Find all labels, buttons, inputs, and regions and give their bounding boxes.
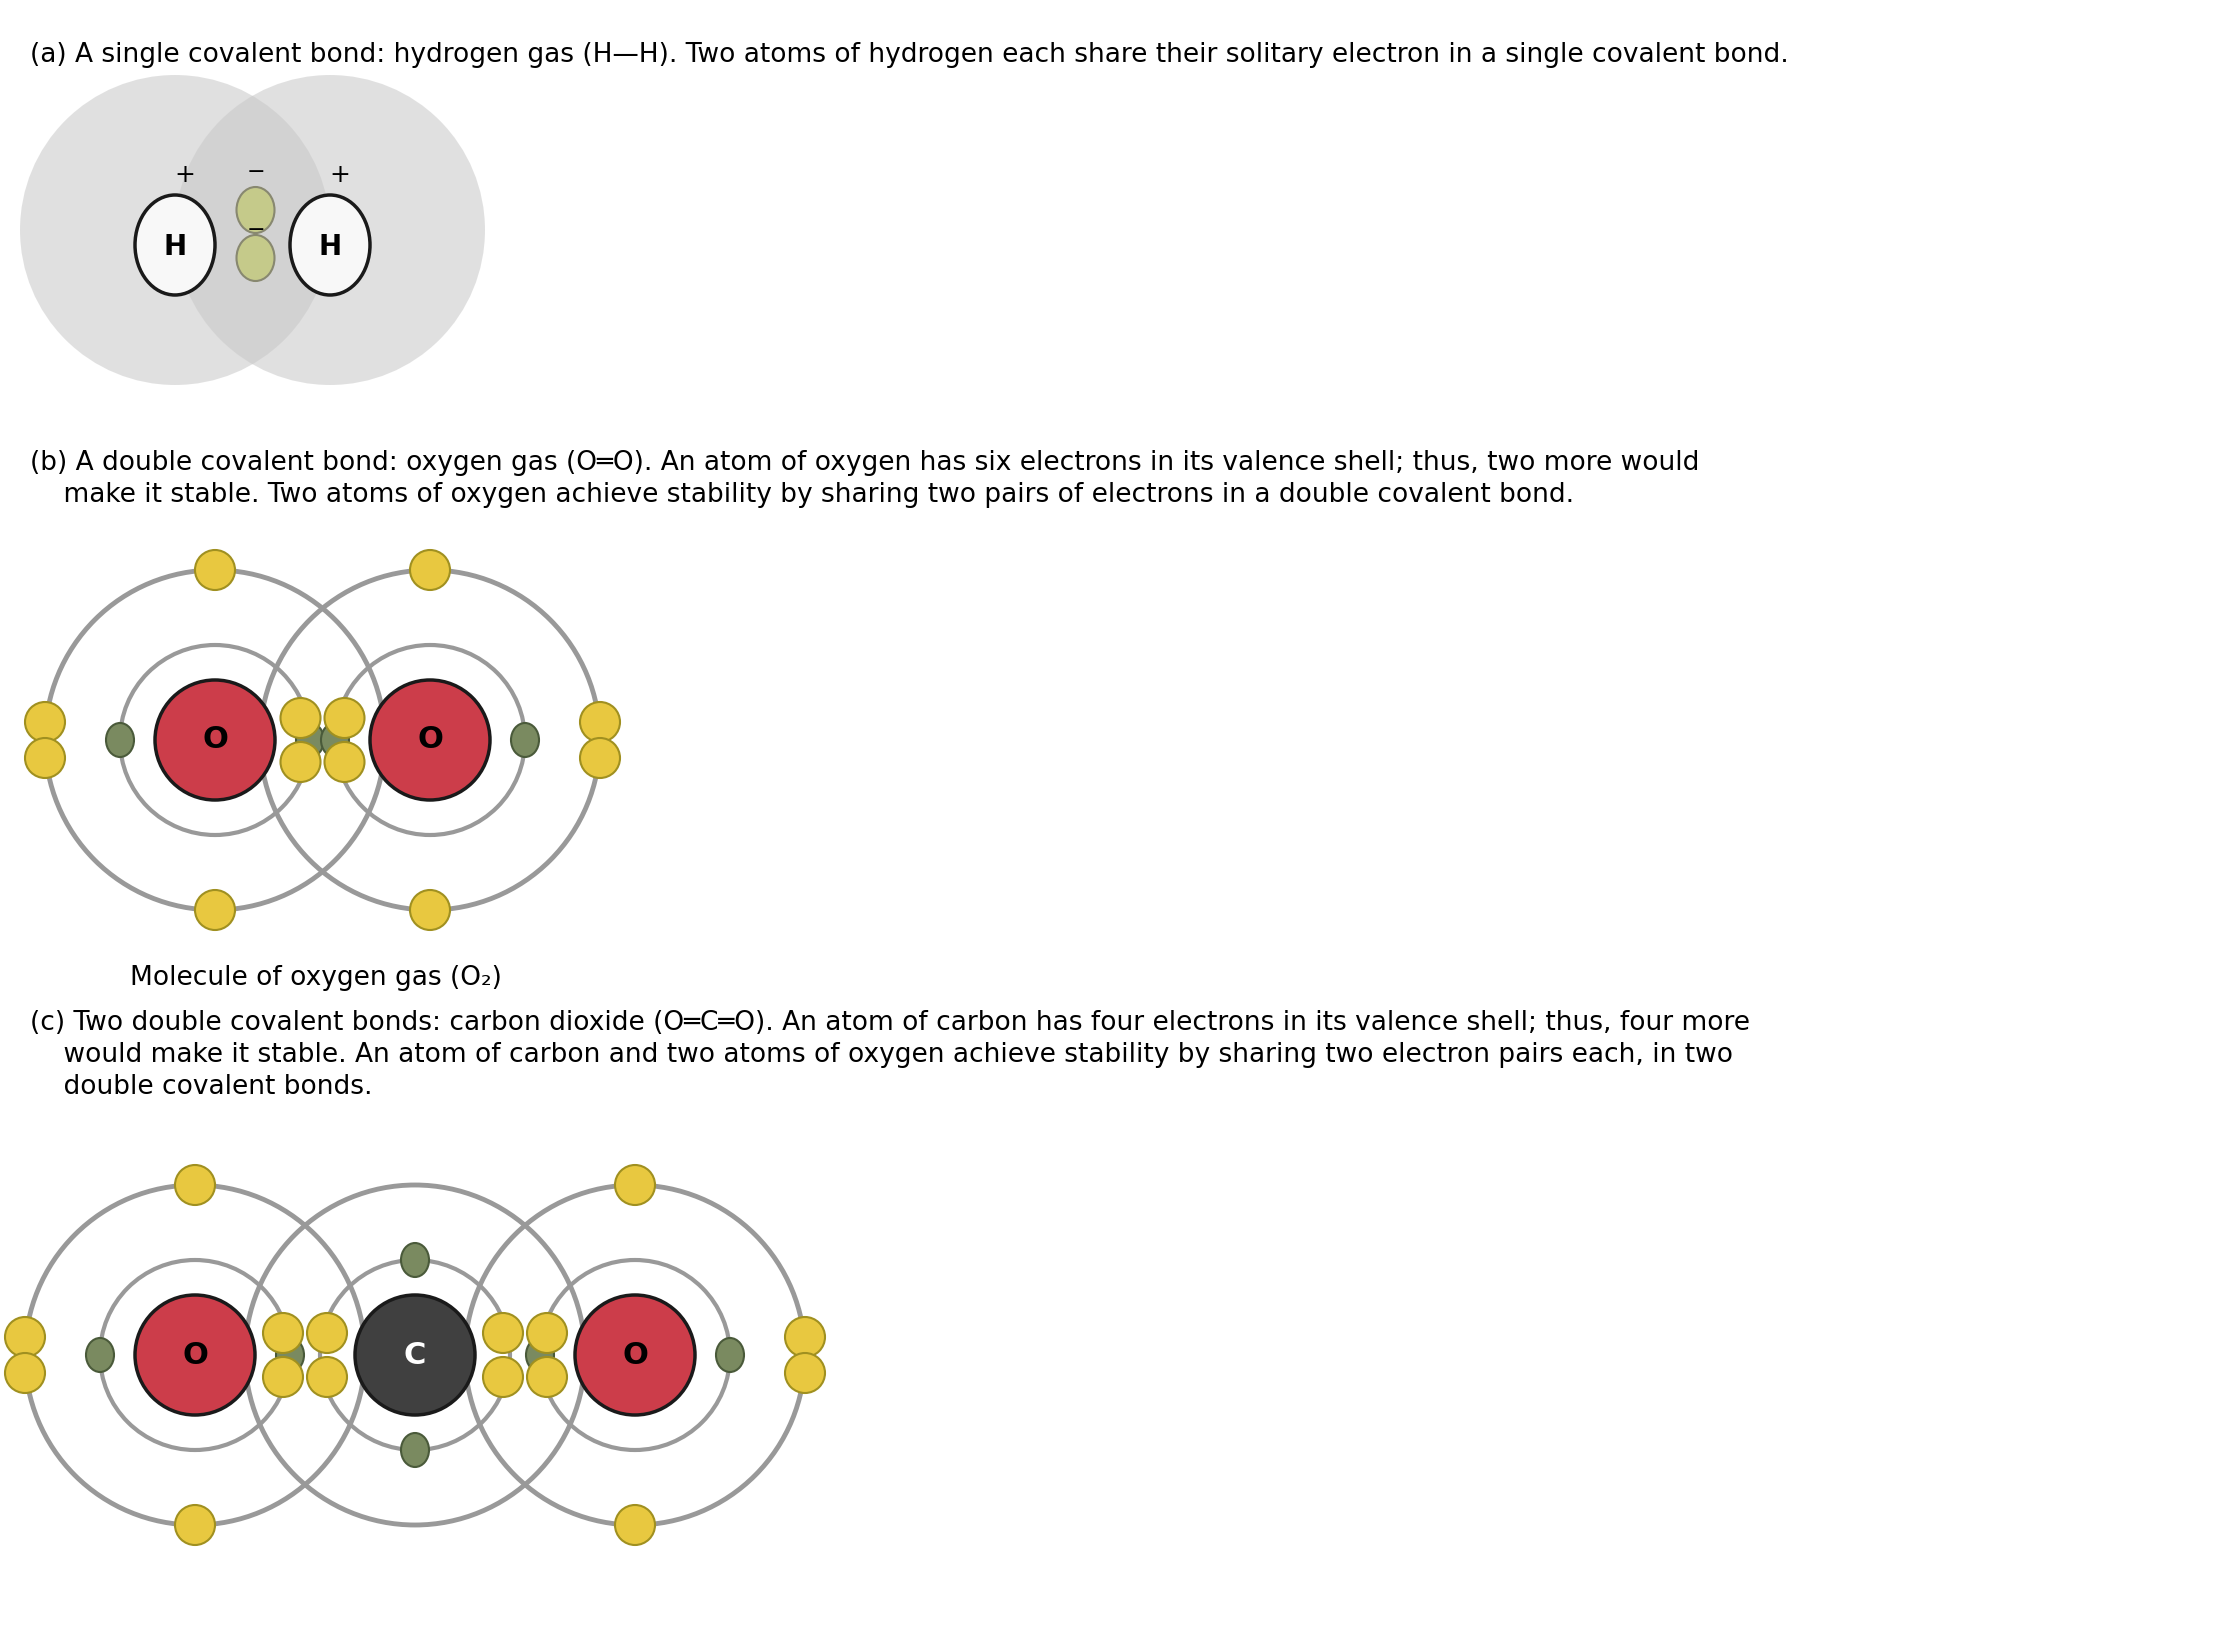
Ellipse shape [106, 723, 133, 757]
Text: H: H [319, 232, 341, 262]
Circle shape [355, 1296, 474, 1415]
Circle shape [614, 1505, 654, 1544]
Text: make it stable. Two atoms of oxygen achieve stability by sharing two pairs of el: make it stable. Two atoms of oxygen achi… [31, 483, 1574, 509]
Ellipse shape [401, 1243, 430, 1278]
Circle shape [614, 1165, 654, 1206]
Text: O: O [202, 725, 228, 754]
Text: C: C [403, 1340, 426, 1369]
Ellipse shape [525, 1338, 554, 1373]
Circle shape [324, 699, 364, 738]
Circle shape [282, 699, 321, 738]
Circle shape [581, 702, 621, 743]
Ellipse shape [297, 723, 324, 757]
Circle shape [581, 738, 621, 779]
Text: O: O [623, 1340, 647, 1369]
Circle shape [306, 1356, 348, 1397]
Text: (c) Two double covalent bonds: carbon dioxide (O═C═O). An atom of carbon has fou: (c) Two double covalent bonds: carbon di… [31, 1009, 1749, 1036]
Circle shape [306, 1314, 348, 1353]
Circle shape [175, 1505, 215, 1544]
Circle shape [264, 1356, 304, 1397]
Text: (a) A single covalent bond: hydrogen gas (H—H). Two atoms of hydrogen each share: (a) A single covalent bond: hydrogen gas… [31, 43, 1789, 69]
Circle shape [410, 550, 450, 591]
Circle shape [785, 1353, 825, 1392]
Circle shape [20, 75, 330, 384]
Text: −: − [246, 162, 264, 182]
Ellipse shape [401, 1433, 430, 1467]
Circle shape [135, 1296, 255, 1415]
Circle shape [155, 681, 275, 800]
Text: would make it stable. An atom of carbon and two atoms of oxygen achieve stabilit: would make it stable. An atom of carbon … [31, 1042, 1734, 1068]
Text: (b) A double covalent bond: oxygen gas (O═O). An atom of oxygen has six electron: (b) A double covalent bond: oxygen gas (… [31, 450, 1700, 476]
Text: double covalent bonds.: double covalent bonds. [31, 1073, 372, 1099]
Text: +: + [175, 164, 195, 187]
Text: H: H [164, 232, 186, 262]
Ellipse shape [716, 1338, 745, 1373]
Ellipse shape [135, 195, 215, 294]
Circle shape [324, 743, 364, 782]
Circle shape [370, 681, 490, 800]
Text: −: − [246, 219, 264, 240]
Circle shape [785, 1317, 825, 1356]
Ellipse shape [275, 1338, 304, 1373]
Circle shape [175, 75, 486, 384]
Ellipse shape [237, 187, 275, 232]
Circle shape [574, 1296, 694, 1415]
Circle shape [282, 743, 321, 782]
Text: Molecule of oxygen gas (O₂): Molecule of oxygen gas (O₂) [131, 965, 501, 991]
Circle shape [483, 1314, 523, 1353]
Text: +: + [330, 164, 350, 187]
Circle shape [24, 738, 64, 779]
Circle shape [483, 1356, 523, 1397]
Ellipse shape [86, 1338, 113, 1373]
Circle shape [410, 890, 450, 929]
Ellipse shape [510, 723, 539, 757]
Circle shape [528, 1314, 568, 1353]
Ellipse shape [290, 195, 370, 294]
Circle shape [195, 550, 235, 591]
Circle shape [24, 702, 64, 743]
Circle shape [4, 1317, 44, 1356]
Ellipse shape [237, 236, 275, 281]
Ellipse shape [321, 723, 348, 757]
Text: O: O [182, 1340, 208, 1369]
Circle shape [264, 1314, 304, 1353]
Text: O: O [417, 725, 443, 754]
Circle shape [195, 890, 235, 929]
Circle shape [175, 1165, 215, 1206]
Circle shape [4, 1353, 44, 1392]
Circle shape [528, 1356, 568, 1397]
